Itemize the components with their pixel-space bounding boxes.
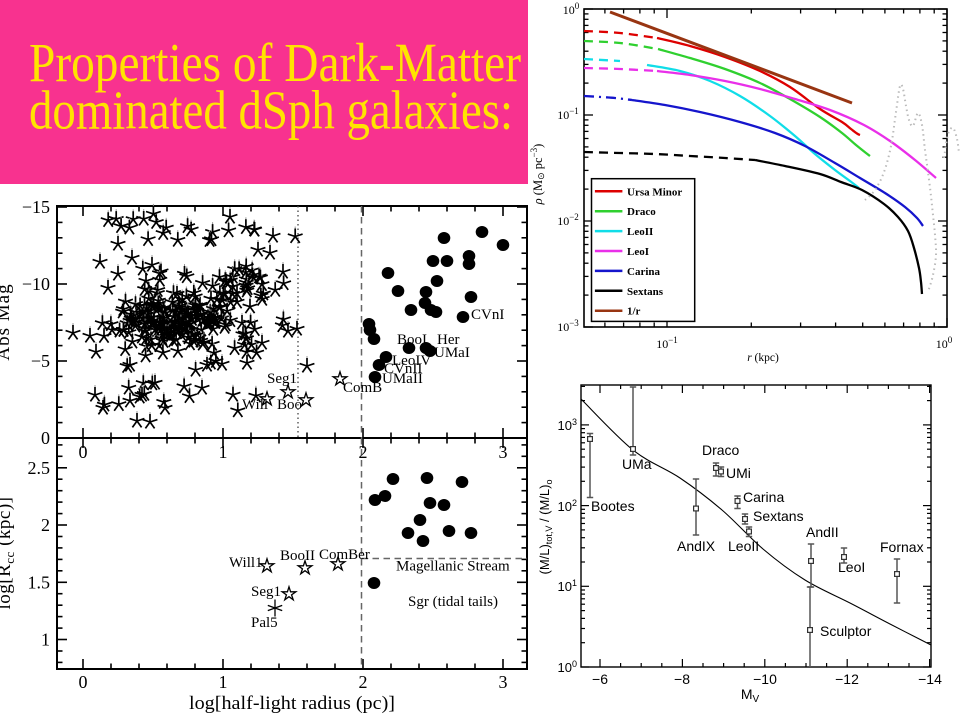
- svg-text:−6: −6: [592, 671, 608, 687]
- svg-text:100: 100: [558, 659, 577, 675]
- svg-text:BooII: BooII: [280, 548, 315, 564]
- svg-text:LeoII: LeoII: [728, 538, 759, 554]
- svg-text:1: 1: [41, 630, 50, 650]
- svg-text:100: 100: [936, 335, 953, 351]
- svg-text:1: 1: [219, 672, 228, 692]
- svg-text:BooI: BooI: [397, 332, 427, 348]
- svg-text:0: 0: [79, 672, 88, 692]
- svg-text:dominated dSph galaxies:: dominated dSph galaxies:: [29, 80, 513, 141]
- svg-text:Carina: Carina: [627, 266, 661, 278]
- svg-text:UMi: UMi: [726, 465, 751, 481]
- svg-text:Sextans: Sextans: [627, 286, 664, 298]
- svg-text:10−2: 10−2: [557, 212, 579, 228]
- svg-text:2: 2: [359, 442, 368, 462]
- svg-text:Will: Will: [242, 397, 268, 413]
- svg-text:102: 102: [558, 498, 577, 514]
- svg-text:−15: −15: [22, 197, 50, 217]
- svg-text:103: 103: [558, 417, 577, 433]
- svg-text:Carina: Carina: [743, 489, 784, 505]
- svg-text:1: 1: [219, 442, 228, 462]
- svg-text:LeoIV: LeoIV: [392, 353, 431, 369]
- svg-text:Will1: Will1: [229, 555, 263, 571]
- svg-text:ComBer: ComBer: [319, 547, 370, 563]
- svg-text:Magellanic Stream: Magellanic Stream: [396, 559, 510, 575]
- svg-text:0: 0: [41, 428, 50, 448]
- svg-text:3: 3: [499, 442, 508, 462]
- svg-text:LeoI: LeoI: [627, 246, 649, 258]
- svg-text:Properties of Dark-Matter: Properties of Dark-Matter: [29, 32, 521, 93]
- svg-text:Abs Mag: Abs Mag: [0, 283, 14, 360]
- svg-text:(M/L)tot,V / (M/L)o: (M/L)tot,V / (M/L)o: [537, 479, 554, 574]
- svg-text:AndII: AndII: [806, 524, 839, 540]
- svg-text:Bootes: Bootes: [591, 498, 635, 514]
- svg-text:−8: −8: [674, 671, 690, 687]
- svg-text:Fornax: Fornax: [880, 539, 924, 555]
- svg-text:2: 2: [359, 672, 368, 692]
- svg-text:Draco: Draco: [702, 442, 740, 458]
- svg-text:LeoI: LeoI: [838, 559, 865, 575]
- svg-text:2: 2: [41, 515, 50, 535]
- svg-text:CVnI: CVnI: [471, 307, 504, 323]
- svg-text:Sgr (tidal tails): Sgr (tidal tails): [408, 594, 498, 610]
- svg-text:10−1: 10−1: [557, 106, 579, 122]
- svg-text:10−1: 10−1: [656, 335, 678, 351]
- svg-text:MV: MV: [741, 686, 760, 705]
- svg-text:1/r: 1/r: [627, 306, 641, 318]
- svg-text:ComB: ComB: [343, 380, 382, 396]
- svg-text:1.5: 1.5: [28, 572, 51, 592]
- svg-text:−14: −14: [918, 671, 942, 687]
- svg-text:ρ (M⊙ pc−3): ρ (M⊙ pc−3): [529, 144, 546, 206]
- svg-text:r (kpc): r (kpc): [747, 352, 779, 364]
- svg-text:Draco: Draco: [627, 206, 656, 218]
- svg-text:UMa: UMa: [622, 456, 652, 472]
- svg-text:log[half-light radius (pc)]: log[half-light radius (pc)]: [189, 693, 395, 714]
- svg-text:3: 3: [499, 672, 508, 692]
- svg-text:UMaI: UMaI: [434, 345, 470, 361]
- svg-text:Sculptor: Sculptor: [820, 623, 872, 639]
- svg-text:Ursa Minor: Ursa Minor: [627, 186, 682, 198]
- svg-text:log[Rcc (kpc)]: log[Rcc (kpc)]: [0, 497, 17, 610]
- svg-text:Her: Her: [437, 332, 460, 348]
- svg-text:101: 101: [558, 578, 577, 594]
- svg-text:−10: −10: [753, 671, 777, 687]
- svg-text:−10: −10: [22, 274, 50, 294]
- svg-text:Seg1: Seg1: [267, 371, 297, 387]
- svg-text:0: 0: [79, 442, 88, 462]
- svg-text:10−3: 10−3: [557, 318, 579, 334]
- svg-text:Pal5: Pal5: [251, 615, 278, 631]
- svg-text:CVnII: CVnII: [384, 361, 422, 377]
- svg-text:Boo: Boo: [277, 397, 302, 413]
- svg-text:AndIX: AndIX: [677, 538, 716, 554]
- svg-text:−12: −12: [835, 671, 859, 687]
- svg-text:UMaII: UMaII: [382, 371, 423, 387]
- svg-text:Sextans: Sextans: [753, 508, 804, 524]
- svg-text:−5: −5: [31, 351, 50, 371]
- svg-text:2.5: 2.5: [28, 458, 51, 478]
- svg-text:LeoII: LeoII: [627, 226, 653, 238]
- svg-text:100: 100: [563, 1, 580, 17]
- svg-text:Seg1: Seg1: [251, 584, 281, 600]
